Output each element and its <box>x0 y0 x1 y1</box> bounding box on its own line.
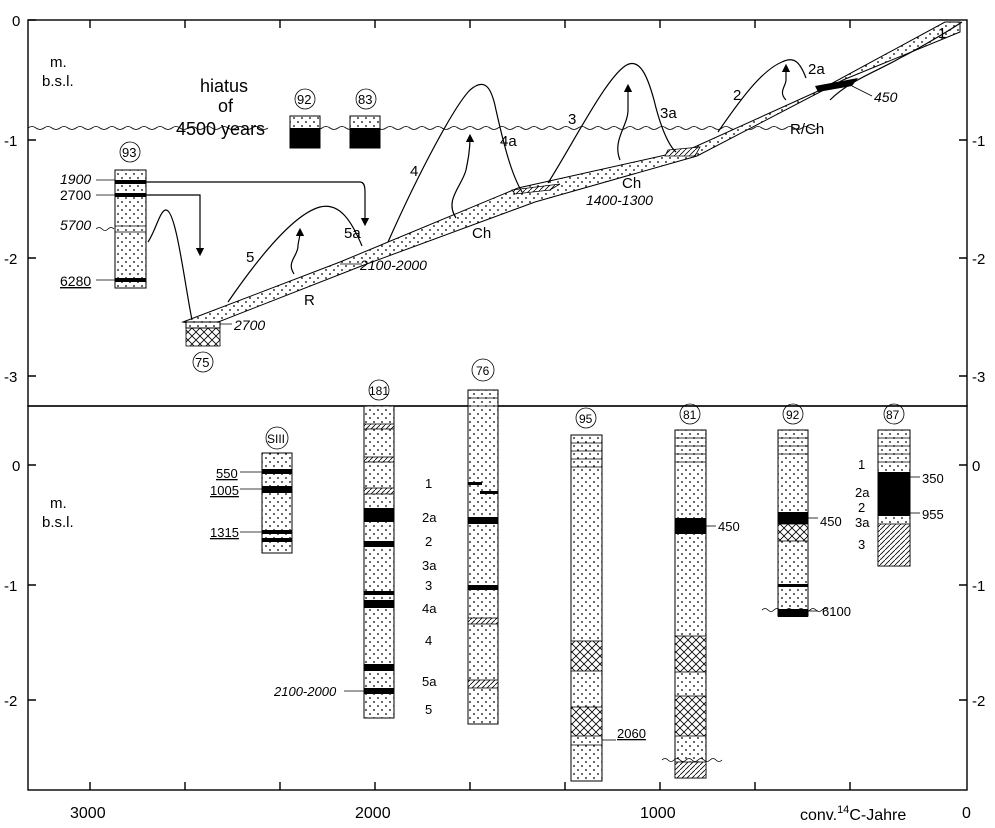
surface-right <box>829 21 963 101</box>
x-axis: 3000 2000 1000 0 conv.14C-Jahre <box>70 804 971 824</box>
dune-label-3: 3 <box>568 111 576 128</box>
hiatus-text-3: 4500 years <box>176 119 265 139</box>
core87-layer-2: 2 <box>858 500 865 515</box>
core-76-label: 76 <box>476 364 490 378</box>
top-y-axis-label-2: b.s.l. <box>42 73 74 90</box>
dune-label-2: 2 <box>733 87 741 104</box>
dune-label-4: 4 <box>410 163 418 180</box>
core-93-label: 93 <box>122 145 136 160</box>
core87-age-955: 955 <box>922 507 944 522</box>
bottom-y-tick-1: -1 <box>4 578 17 595</box>
age-2100-2000: 2100-2000 <box>359 257 427 273</box>
bottom-right-y-tick-2: -2 <box>972 693 985 710</box>
bottom-y-tick-2: -2 <box>4 693 17 710</box>
dune-label-3a: 3a <box>660 105 677 122</box>
hiatus-text-2: of <box>218 96 234 116</box>
core87-age-350: 350 <box>922 471 944 486</box>
top-y-tick-1: -1 <box>4 133 17 150</box>
core181-layer-2a: 2a <box>422 510 437 525</box>
dune-label-5: 5 <box>246 249 254 266</box>
top-panel: 0 -1 -2 -3 -1 -2 -3 m. b.s.l. hiatus of … <box>4 13 985 407</box>
top-right-y-tick-1: -1 <box>972 133 985 150</box>
top-right-y-tick-3: -3 <box>972 369 985 386</box>
core95-age: 2060 <box>617 726 646 741</box>
core-181 <box>363 405 395 719</box>
siii-age-1315: 1315 <box>210 525 239 540</box>
bottom-y-tick-0: 0 <box>12 458 20 475</box>
age-1400-1300: 1400-1300 <box>586 192 653 208</box>
bottom-y-axis-label-1: m. <box>50 495 67 512</box>
top-right-y-tick-2: -2 <box>972 251 985 268</box>
x-tick-2000: 2000 <box>355 805 391 822</box>
top-y-axis-label-1: m. <box>50 54 67 71</box>
x-tick-0: 0 <box>962 805 971 822</box>
x-axis-label: conv.14C-Jahre <box>800 804 906 824</box>
core-93-column <box>114 169 147 289</box>
core87-layer-1: 1 <box>858 457 865 472</box>
bottom-y-axis-label-2: b.s.l. <box>42 514 74 531</box>
core92-age-6100: 6100 <box>822 604 851 619</box>
age-2700: 2700 <box>233 317 265 333</box>
core-SIII-label: SIII <box>267 432 285 446</box>
core-76 <box>467 389 499 725</box>
dune-profile-2 <box>717 59 807 133</box>
facies-Ch-2: Ch <box>622 175 641 192</box>
facies-R: R <box>304 292 315 309</box>
x-tick-3000: 3000 <box>70 805 106 822</box>
core-83-top-label: 83 <box>358 92 372 107</box>
core181-age: 2100-2000 <box>273 684 337 699</box>
beach-ridge-band <box>181 21 961 327</box>
hiatus-text-1: hiatus <box>200 76 248 96</box>
dune-label-2a: 2a <box>808 61 825 78</box>
dune-label-1: 1 <box>938 25 946 42</box>
core-92-bottom-label: 92 <box>786 408 800 422</box>
siii-age-1005: 1005 <box>210 483 239 498</box>
core181-layer-4a: 4a <box>422 601 437 616</box>
x-tick-1000: 1000 <box>640 805 676 822</box>
core181-layer-5: 5 <box>425 702 432 717</box>
dune-label-5a: 5a <box>344 225 361 242</box>
core81-age: 450 <box>718 519 740 534</box>
bottom-panel: 0 -1 -2 0 -1 -2 m. b.s.l. SIII 550 1005 … <box>4 358 985 791</box>
top-y-tick-0: 0 <box>12 13 20 30</box>
bottom-right-y-tick-1: -1 <box>972 578 985 595</box>
core181-layer-3a: 3a <box>422 558 437 573</box>
core-95-label: 95 <box>579 412 593 426</box>
core87-layer-3a: 3a <box>855 515 870 530</box>
core181-layer-3: 3 <box>425 578 432 593</box>
core181-layer-4: 4 <box>425 633 432 648</box>
hiatus-wavy-line <box>27 126 819 130</box>
core-181-label: 181 <box>369 384 389 398</box>
core93-age-2700: 2700 <box>60 187 91 203</box>
core181-layer-5a: 5a <box>422 674 437 689</box>
core87-layer-2a: 2a <box>855 485 870 500</box>
age-450: 450 <box>874 89 898 105</box>
dune-profile-4 <box>387 83 523 243</box>
facies-Ch-1: Ch <box>472 225 491 242</box>
core181-layer-1: 1 <box>425 476 432 491</box>
dune-profile-5 <box>227 205 363 303</box>
old-surface-left <box>147 209 193 321</box>
core92-age-450: 450 <box>820 514 842 529</box>
dune-profile-3 <box>547 63 677 184</box>
core93-age-6280: 6280 <box>60 273 91 289</box>
bottom-right-y-tick-0: 0 <box>972 458 980 475</box>
top-y-tick-3: -3 <box>4 369 17 386</box>
core-87-label: 87 <box>886 408 900 422</box>
dune-label-4a: 4a <box>500 133 517 150</box>
core93-age-1900: 1900 <box>60 171 91 187</box>
facies-R-Ch: R/Ch <box>790 121 824 138</box>
peat-layer-450 <box>815 78 858 92</box>
core-81-label: 81 <box>683 408 697 422</box>
siii-age-550: 550 <box>216 466 238 481</box>
top-y-tick-2: -2 <box>4 251 17 268</box>
core93-age-5700: 5700 <box>60 217 91 233</box>
core181-layer-2: 2 <box>425 534 432 549</box>
core-92-top-label: 92 <box>297 92 311 107</box>
core87-layer-3: 3 <box>858 537 865 552</box>
core-75-label: 75 <box>195 355 209 370</box>
